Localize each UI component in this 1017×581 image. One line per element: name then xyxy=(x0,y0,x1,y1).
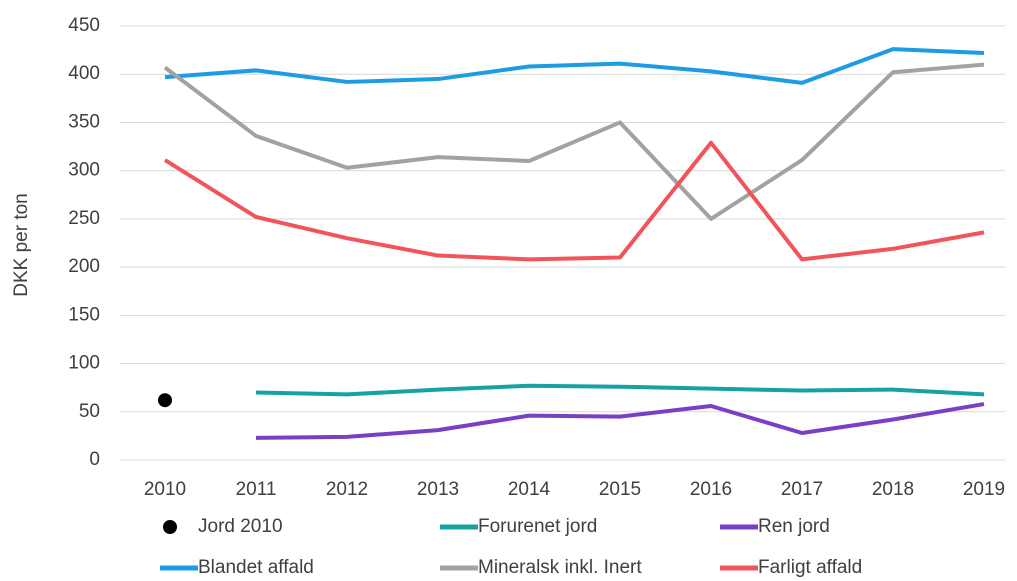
legend-label: Farligt affald xyxy=(758,557,862,578)
line xyxy=(164,47,985,85)
x-tick-label: 2018 xyxy=(872,479,914,500)
y-tick-label: 200 xyxy=(68,256,100,277)
y-tick-label: 300 xyxy=(68,160,100,181)
y-tick-label: 450 xyxy=(68,15,100,36)
line xyxy=(255,383,985,397)
x-tick-label: 2014 xyxy=(508,479,551,500)
y-tick-label: 350 xyxy=(68,111,100,132)
x-tick-label: 2010 xyxy=(144,479,186,500)
x-tick-label: 2011 xyxy=(236,479,277,500)
y-tick-label: 100 xyxy=(68,353,100,374)
legend-label: Ren jord xyxy=(758,516,830,537)
y-tick-label: 50 xyxy=(79,401,100,422)
x-tick-label: 2019 xyxy=(963,479,1005,500)
y-tick-label: 0 xyxy=(89,449,100,470)
legend-label: Mineralsk inkl. Inert xyxy=(478,557,642,578)
x-tick-label: 2013 xyxy=(417,479,459,500)
y-axis-title: DKK per ton xyxy=(11,193,32,297)
line xyxy=(163,140,985,262)
legend-label: Blandet affald xyxy=(198,557,314,578)
x-tick-label: 2017 xyxy=(781,479,823,500)
x-tick-label: 2016 xyxy=(690,479,732,500)
legend-label: Forurenet jord xyxy=(478,516,597,537)
legend-marker xyxy=(163,520,177,534)
marker xyxy=(158,393,172,408)
line xyxy=(255,402,985,440)
line xyxy=(163,62,985,221)
y-tick-label: 250 xyxy=(68,208,100,229)
y-tick-label: 150 xyxy=(68,304,100,325)
x-tick-label: 2012 xyxy=(326,479,368,500)
legend-label: Jord 2010 xyxy=(198,516,283,537)
y-tick-label: 400 xyxy=(68,63,100,84)
x-tick-label: 2015 xyxy=(599,479,641,500)
